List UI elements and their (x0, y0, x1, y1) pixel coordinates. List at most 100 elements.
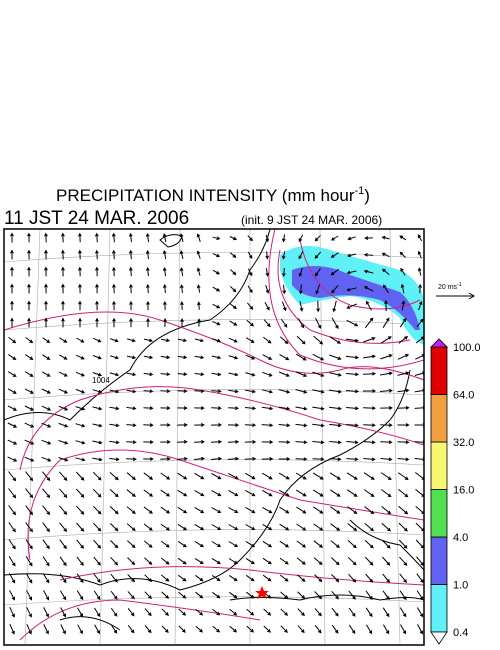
wind-arrow (60, 624, 66, 635)
wind-arrow (163, 300, 167, 311)
wind-arrow (177, 489, 188, 497)
wind-arrow (297, 625, 305, 634)
wind-arrow (110, 624, 118, 634)
wind-arrow (397, 423, 410, 427)
wind-arrow (347, 540, 357, 549)
wind-arrow (194, 406, 205, 410)
wind-arrow (145, 266, 150, 277)
wind-arrow (346, 253, 357, 258)
wind-arrow (8, 573, 16, 584)
wind-arrow (329, 354, 342, 360)
wind-arrow (245, 540, 256, 548)
wind-arrow (227, 423, 240, 427)
wind-arrow (329, 336, 342, 344)
wind-arrow (279, 336, 289, 344)
wind-arrow (195, 625, 203, 633)
wind-arrow (127, 574, 136, 583)
wind-arrow (177, 540, 187, 548)
wind-arrow (78, 283, 82, 294)
wind-arrow (278, 389, 291, 394)
wind-arrow (59, 505, 68, 516)
wind-arrow (312, 472, 324, 480)
wind-arrow (110, 556, 119, 566)
wind-arrow (24, 371, 34, 377)
wind-arrow (162, 250, 167, 260)
wind-arrow (24, 422, 35, 428)
wind-arrow (25, 488, 34, 499)
wind-arrow (295, 353, 307, 361)
wind-arrow (346, 406, 359, 411)
pressure-contours (4, 229, 424, 641)
wind-arrow (247, 235, 253, 242)
wind-arrow (160, 540, 170, 548)
wind-arrow (263, 608, 272, 616)
wind-arrow (126, 523, 136, 532)
wind-arrow (282, 284, 287, 295)
wind-arrow (262, 523, 273, 531)
wind-arrow (365, 590, 373, 600)
wind-arrow (296, 540, 307, 548)
wind-arrow (59, 488, 68, 499)
wind-arrow (194, 456, 205, 461)
wind-vectors (7, 232, 424, 635)
wind-arrow (9, 623, 15, 635)
wind-arrow (109, 372, 120, 377)
wind-arrow (44, 232, 48, 243)
colorbar-band (430, 394, 448, 443)
wind-arrow (364, 506, 375, 515)
wind-arrow (381, 506, 392, 515)
wind-arrow (264, 302, 270, 311)
wind-arrow (397, 388, 410, 393)
wind-arrow (109, 523, 119, 532)
init-time: (init. 9 JST 24 MAR. 2006) (241, 213, 382, 227)
wind-arrow (262, 574, 272, 582)
wind-arrow (61, 283, 65, 294)
wind-arrow (347, 506, 358, 515)
wind-arrow (261, 406, 274, 411)
wind-arrow (178, 608, 187, 616)
colorbar: 0.4 1.0 4.0 16.0 32.0 64.0 100.0 (430, 338, 481, 645)
wind-arrow (312, 406, 325, 411)
wind-arrow (10, 300, 14, 311)
wind-arrow (42, 539, 50, 550)
wind-arrow (245, 557, 255, 565)
wind-arrow (398, 336, 409, 344)
wind-arrow (160, 506, 171, 514)
wind-arrow (212, 608, 221, 616)
wind-arrow (41, 456, 52, 462)
wind-arrow (364, 556, 374, 566)
wind-arrow (110, 573, 118, 583)
wind-arrow (160, 389, 171, 394)
wind-arrow (112, 300, 116, 311)
wind-arrow (143, 406, 154, 411)
wind-arrow (92, 355, 102, 360)
wind-arrow (418, 300, 423, 311)
wind-arrow (162, 266, 167, 277)
wind-arrow (160, 440, 171, 444)
wind-arrow (160, 472, 171, 480)
wind-arrow (126, 423, 137, 428)
wind-arrow (178, 591, 187, 599)
wind-arrow (399, 235, 407, 241)
wind-arrow (112, 317, 116, 328)
wind-arrow (92, 423, 103, 428)
wind-arrow (278, 406, 291, 411)
wind-arrow (61, 317, 65, 328)
wind-arrow (265, 268, 270, 277)
wind-arrow (42, 522, 50, 533)
wind-arrow (246, 608, 255, 616)
wind-arrow (61, 300, 65, 311)
wind-arrow (381, 268, 390, 275)
wind-arrow (399, 590, 407, 601)
wind-arrow (346, 457, 359, 462)
wind-arrow (196, 284, 201, 293)
wind-arrow (26, 607, 32, 618)
wind-arrow (229, 591, 238, 599)
wind-arrow (110, 540, 119, 549)
wind-arrow (297, 318, 305, 329)
wind-arrow (281, 251, 286, 260)
wind-arrow (59, 573, 67, 584)
wind-arrow (145, 249, 150, 260)
wind-arrow (161, 574, 170, 582)
wind-arrow (262, 506, 273, 514)
